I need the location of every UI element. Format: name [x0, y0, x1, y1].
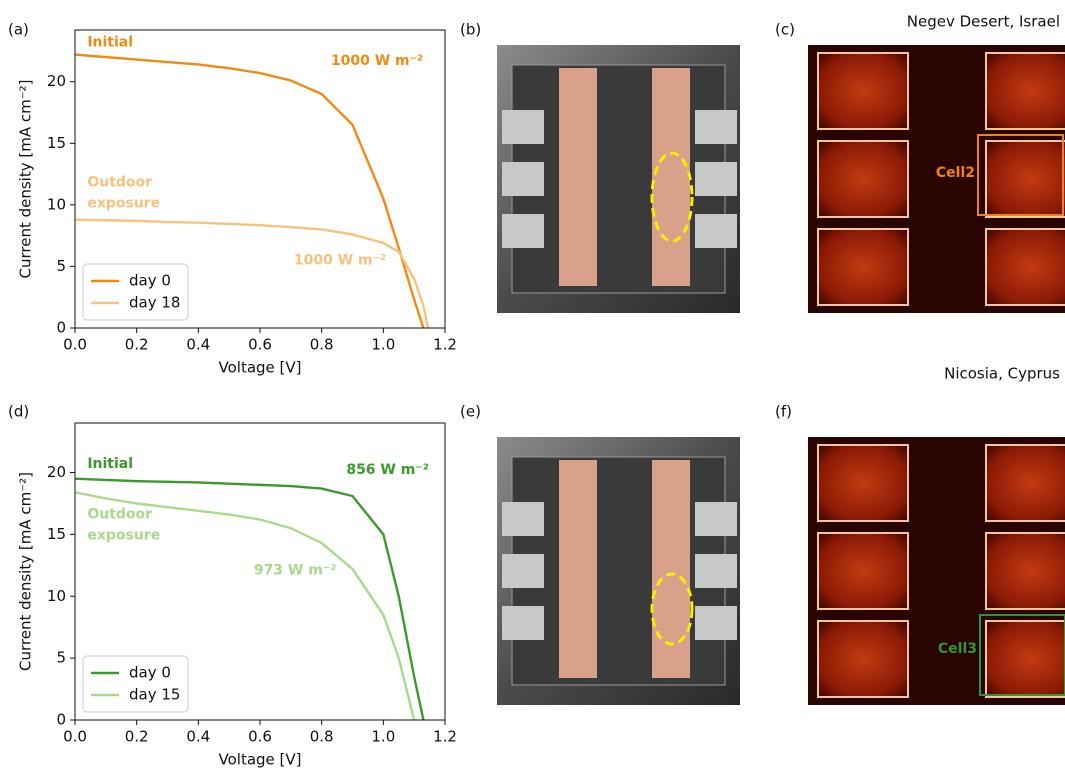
panel-label: (d)	[8, 403, 29, 421]
contact	[695, 554, 737, 588]
cell	[986, 445, 1065, 521]
x-axis-label: Voltage [V]	[219, 751, 302, 769]
x-tick-label: 1.0	[371, 728, 395, 746]
annotation: Outdoor	[87, 507, 152, 523]
panel-label: (f)	[775, 403, 792, 421]
y-axis-label: Current density [mA cm⁻²]	[17, 79, 35, 278]
cell	[986, 229, 1065, 305]
annotation: 1000 W m⁻²	[331, 53, 423, 69]
cell	[986, 53, 1065, 129]
cell	[818, 621, 908, 697]
x-tick-label: 0.6	[248, 336, 272, 354]
legend-label: day 0	[129, 664, 171, 682]
contact	[502, 110, 544, 144]
x-tick-label: 0.8	[310, 336, 334, 354]
annotation: exposure	[87, 196, 160, 212]
contact	[695, 110, 737, 144]
x-tick-label: 0.2	[125, 728, 149, 746]
annotation: 1000 W m⁻²	[294, 252, 386, 268]
legend-label: day 18	[129, 294, 180, 312]
annotation: exposure	[87, 528, 160, 544]
cell	[986, 141, 1065, 217]
y-tick-label: 5	[56, 649, 66, 667]
contact	[695, 606, 737, 640]
y-tick-label: 10	[47, 195, 66, 213]
contact	[695, 502, 737, 536]
cell	[818, 533, 908, 609]
y-tick-label: 0	[56, 711, 66, 729]
y-tick-label: 10	[47, 587, 66, 605]
y-tick-label: 20	[47, 72, 66, 90]
y-tick-label: 0	[56, 319, 66, 337]
annotation: Outdoor	[87, 175, 152, 191]
x-tick-label: 1.2	[433, 728, 457, 746]
x-tick-label: 0.4	[186, 336, 210, 354]
electrode	[559, 68, 597, 286]
annotation: 973 W m⁻²	[254, 562, 337, 578]
legend-label: day 0	[129, 272, 171, 290]
panel-label: (b)	[460, 21, 481, 39]
cell	[986, 621, 1065, 697]
annotation: Initial	[87, 456, 133, 472]
y-tick-label: 5	[56, 257, 66, 275]
contact	[502, 162, 544, 196]
contact	[502, 214, 544, 248]
contact	[502, 554, 544, 588]
annotation: 856 W m⁻²	[346, 462, 429, 478]
cell	[986, 533, 1065, 609]
cell	[818, 229, 908, 305]
x-axis-label: Voltage [V]	[219, 359, 302, 377]
cell	[818, 141, 908, 217]
contact	[502, 606, 544, 640]
y-tick-label: 15	[47, 134, 66, 152]
x-tick-label: 0.4	[186, 728, 210, 746]
electrode	[559, 460, 597, 678]
x-tick-label: 0.0	[63, 336, 87, 354]
panel-caption: Negev Desert, Israel	[907, 13, 1060, 31]
y-tick-label: 15	[47, 525, 66, 543]
x-tick-label: 0.0	[63, 728, 87, 746]
cell	[818, 53, 908, 129]
box-label: Cell3	[938, 641, 977, 657]
box-label: Cell2	[936, 165, 975, 181]
panel-label: (a)	[8, 21, 29, 39]
x-tick-label: 1.2	[433, 336, 457, 354]
figure: (a) 0.0 0.2 0.4 0.6 0.8 1.0 1.2 0 5 10 15 20 Voltage …	[0, 0, 1065, 776]
cell	[818, 445, 908, 521]
contact	[502, 502, 544, 536]
panel-caption: Nicosia, Cyprus	[944, 365, 1060, 383]
x-tick-label: 0.6	[248, 728, 272, 746]
y-tick-label: 20	[47, 463, 66, 481]
x-tick-label: 0.8	[310, 728, 334, 746]
annotation: Initial	[87, 34, 133, 50]
legend-label: day 15	[129, 686, 180, 704]
x-tick-label: 1.0	[371, 336, 395, 354]
contact	[695, 214, 737, 248]
panel-label: (e)	[460, 403, 481, 421]
panel-label: (c)	[775, 21, 795, 39]
electrode	[652, 68, 690, 286]
y-axis-label: Current density [mA cm⁻²]	[17, 472, 35, 671]
x-tick-label: 0.2	[125, 336, 149, 354]
contact	[695, 162, 737, 196]
